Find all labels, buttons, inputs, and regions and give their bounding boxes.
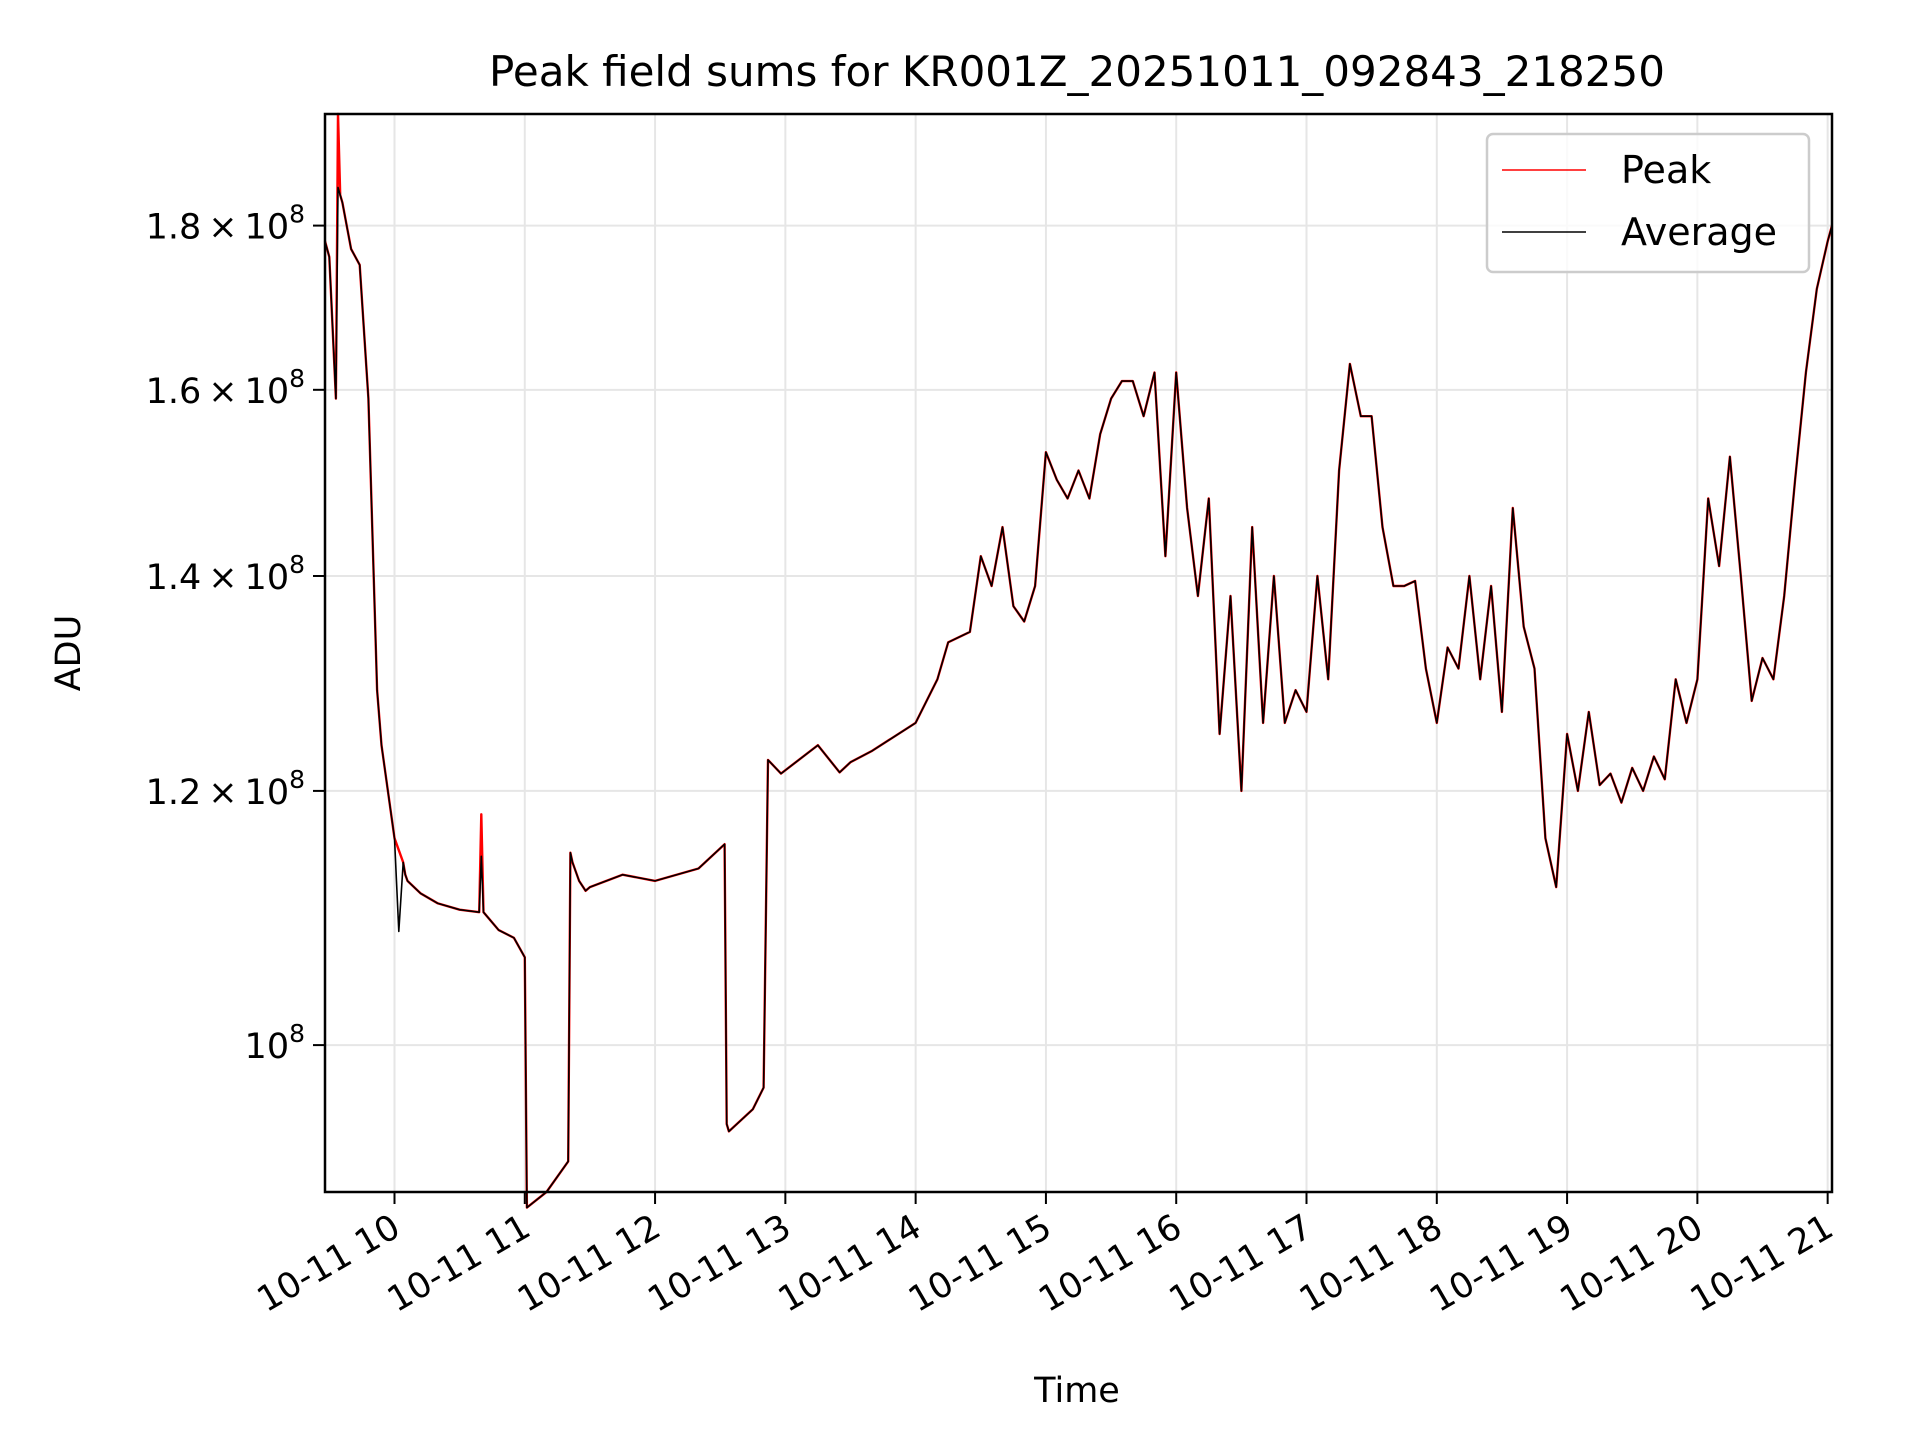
plot-lines — [323, 112, 1834, 1209]
y-tick-label: 1.8 × 108 — [146, 200, 305, 248]
grid — [325, 114, 1832, 1192]
y-axis: 108 1.2 × 108 1.4 × 108 1.6 × 108 1.8 × 108 — [146, 200, 325, 1067]
chart-title: Peak field sums for KR001Z_20251011_0928… — [489, 47, 1665, 96]
legend-label-average: Average — [1621, 210, 1777, 254]
legend: Peak Average — [1485, 132, 1811, 274]
y-tick-label: 108 — [245, 1019, 305, 1067]
plot-frame — [323, 112, 1834, 1194]
legend-box — [1485, 132, 1811, 274]
legend-label-peak: Peak — [1621, 148, 1711, 192]
series-line-average — [324, 186, 1833, 1209]
y-tick-label: 1.6 × 108 — [146, 364, 305, 412]
y-axis-label: ADU — [49, 615, 89, 692]
y-tick-label: 1.4 × 108 — [146, 550, 305, 598]
y-tick-label: 1.2 × 108 — [146, 765, 305, 813]
x-axis-label: Time — [1033, 1371, 1120, 1411]
